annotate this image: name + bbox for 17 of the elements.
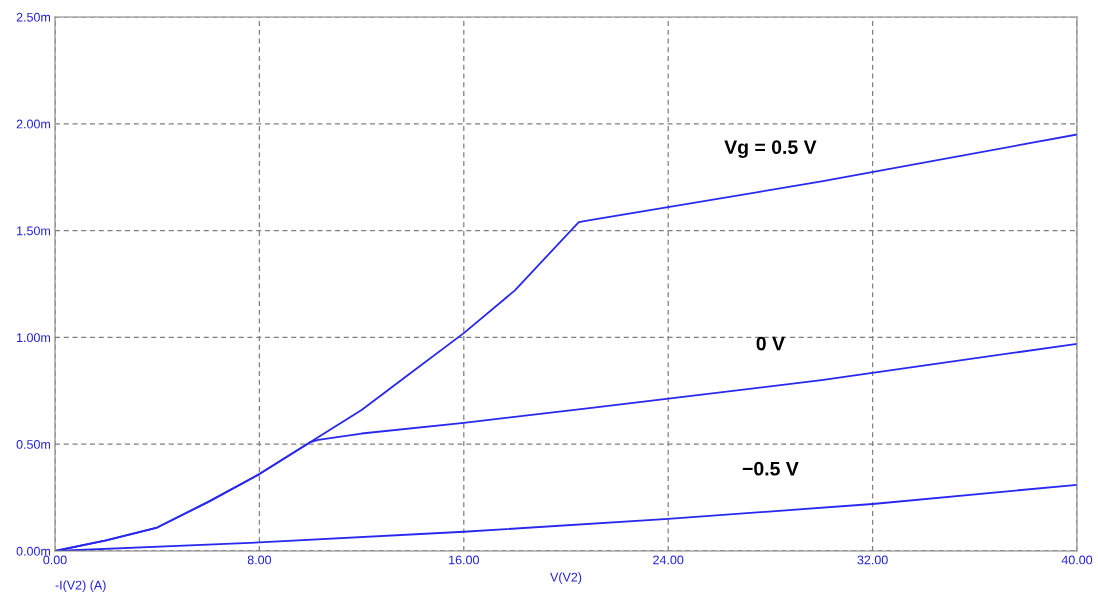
y-tick-label: 2.50m <box>16 12 51 22</box>
series-label: −0.5 V <box>742 461 799 476</box>
x-tick-label: 24.00 <box>653 555 684 565</box>
x-tick-label: 16.00 <box>449 555 479 565</box>
x-tick-label: 0.00 <box>43 555 67 565</box>
y-tick-label: 1.00m <box>17 333 51 343</box>
y-tick-label: 0.00m <box>16 546 51 556</box>
text: -I(V2) (A) <box>55 580 106 593</box>
x-tick-label: 32.00 <box>857 555 888 565</box>
series-label: 0 V <box>756 336 785 351</box>
x-tick-label: 8.00 <box>247 555 272 565</box>
x-tick-label: 40.00 <box>1061 555 1093 565</box>
series-label: Vg = 0.5 V <box>724 140 817 158</box>
y-tick-label: 0.50m <box>16 440 51 449</box>
y-tick-label: 2.00m <box>16 119 51 129</box>
y-tick-label: 1.50m <box>17 226 51 236</box>
x-axis-title: V(V2) <box>550 572 582 585</box>
